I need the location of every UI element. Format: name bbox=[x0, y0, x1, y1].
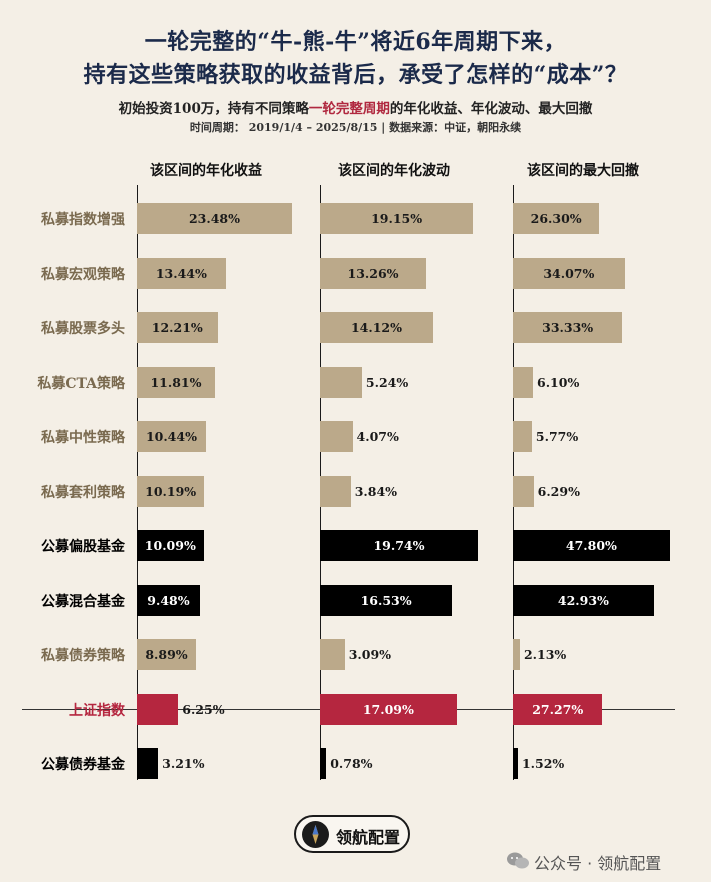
bar-value-label: 26.30% bbox=[530, 211, 582, 226]
bar bbox=[137, 475, 205, 507]
bar-value-label: 13.44% bbox=[155, 265, 207, 281]
bar-value-label: 1.52% bbox=[521, 756, 565, 771]
category-label: 私募套利策略 bbox=[41, 484, 125, 501]
bar-value-label: 42.93% bbox=[557, 592, 609, 608]
category-label: 上证指数 bbox=[69, 702, 125, 719]
category-label: 私募债券策略 bbox=[41, 648, 125, 664]
bar-value-label: 19.74% bbox=[373, 538, 425, 553]
bar bbox=[137, 203, 292, 234]
bar bbox=[513, 257, 625, 289]
bar bbox=[137, 584, 200, 616]
bar-value-label: 13.26% bbox=[347, 265, 399, 281]
title-line-1: 一轮完整的“牛-熊-牛”将近6年周期下来， bbox=[144, 29, 567, 55]
bar bbox=[513, 366, 533, 398]
bar-value-label: 5.24% bbox=[365, 374, 409, 390]
bar-value-label: 23.48% bbox=[188, 211, 240, 226]
compass-logo-icon bbox=[302, 821, 329, 848]
bar bbox=[137, 421, 206, 452]
bar-value-label: 47.80% bbox=[565, 538, 617, 553]
bar-value-label: 3.09% bbox=[348, 647, 392, 662]
category-label: 公募债券基金 bbox=[41, 757, 125, 773]
brand-badge[interactable]: 领航配置 bbox=[294, 815, 410, 853]
subtitle-pre: 初始投资100万，持有不同策略 bbox=[118, 101, 309, 117]
bar-value-label: 4.07% bbox=[356, 429, 399, 444]
bar-value-label: 3.84% bbox=[354, 483, 398, 499]
bar bbox=[320, 257, 427, 289]
bar bbox=[320, 312, 433, 343]
bar bbox=[513, 421, 532, 452]
bar-value-label: 14.12% bbox=[350, 320, 402, 335]
bar-value-label: 10.19% bbox=[145, 483, 197, 499]
bar-value-label: 11.81% bbox=[150, 374, 202, 390]
bar bbox=[513, 748, 518, 779]
bar bbox=[320, 693, 457, 725]
category-label: 私募CTA策略 bbox=[37, 375, 125, 392]
bar bbox=[137, 366, 215, 398]
category-label: 私募宏观策略 bbox=[41, 266, 125, 283]
bar bbox=[137, 639, 196, 670]
bar bbox=[137, 312, 218, 343]
bar-value-label: 17.09% bbox=[362, 701, 414, 717]
bar bbox=[137, 748, 159, 779]
chart-subtitle: 初始投资100万，持有不同策略一轮完整周期的年化收益、年化波动、最大回撤 bbox=[0, 97, 711, 117]
bar-value-label: 27.27% bbox=[532, 701, 584, 717]
bar-value-label: 16.53% bbox=[360, 592, 412, 608]
bar bbox=[513, 475, 534, 507]
bar bbox=[137, 530, 204, 561]
category-label: 私募中性策略 bbox=[41, 430, 125, 446]
bar-value-label: 0.78% bbox=[330, 756, 373, 771]
panel-title: 该区间的最大回撤 bbox=[527, 163, 639, 179]
bar bbox=[513, 312, 623, 343]
brand-name: 领航配置 bbox=[336, 828, 401, 847]
bar-value-label: 2.13% bbox=[523, 647, 567, 662]
wechat-watermark: 公众号 · 领航配置 bbox=[507, 850, 662, 874]
bar bbox=[320, 748, 327, 779]
bar-value-label: 12.21% bbox=[151, 320, 203, 335]
bar bbox=[320, 421, 353, 452]
category-label: 公募混合基金 bbox=[41, 593, 125, 610]
category-label: 私募指数增强 bbox=[41, 212, 125, 228]
bar-value-label: 19.15% bbox=[371, 211, 423, 226]
chart-title: 一轮完整的“牛-熊-牛”将近6年周期下来， 持有这些策略获取的收益背后，承受了怎… bbox=[0, 26, 711, 92]
title-line-2: 持有这些策略获取的收益背后，承受了怎样的“成本”？ bbox=[83, 62, 628, 88]
bar-value-label: 34.07% bbox=[543, 265, 595, 281]
bar bbox=[320, 584, 453, 616]
bar-value-label: 3.21% bbox=[162, 756, 205, 771]
wechat-text: 公众号 · 领航配置 bbox=[534, 854, 662, 873]
bar bbox=[513, 203, 600, 234]
subtitle-highlight: 一轮完整周期 bbox=[308, 101, 390, 117]
bar-value-label: 6.10% bbox=[537, 374, 580, 390]
bar bbox=[513, 639, 520, 670]
bar bbox=[137, 693, 179, 725]
bar-value-label: 6.25% bbox=[182, 701, 225, 717]
chart-meta: 时间周期： 2019/1/4 – 2025/8/15 | 数据来源：中证，朝阳永… bbox=[189, 121, 522, 134]
bar-value-label: 10.44% bbox=[145, 429, 197, 444]
bar-value-label: 9.48% bbox=[147, 592, 190, 608]
bar bbox=[513, 584, 654, 616]
subtitle-post: 的年化收益、年化波动、最大回撤 bbox=[389, 101, 593, 117]
bar bbox=[320, 366, 362, 398]
category-label: 私募股票多头 bbox=[41, 321, 125, 337]
bar-value-label: 8.89% bbox=[145, 647, 188, 662]
bar bbox=[513, 693, 603, 725]
bar-value-label: 6.29% bbox=[537, 483, 580, 499]
panel-title: 该区间的年化收益 bbox=[150, 163, 262, 179]
bar bbox=[513, 530, 670, 561]
panel-title: 该区间的年化波动 bbox=[338, 163, 450, 179]
bar bbox=[320, 639, 345, 670]
bar bbox=[137, 257, 226, 289]
bar-value-label: 5.77% bbox=[535, 429, 579, 444]
bar bbox=[320, 530, 478, 561]
bar bbox=[320, 203, 474, 234]
category-label: 公募偏股基金 bbox=[41, 539, 125, 555]
bar-value-label: 33.33% bbox=[542, 320, 594, 335]
wechat-icon bbox=[507, 852, 529, 869]
bar bbox=[320, 475, 351, 507]
bar-value-label: 10.09% bbox=[144, 538, 196, 553]
